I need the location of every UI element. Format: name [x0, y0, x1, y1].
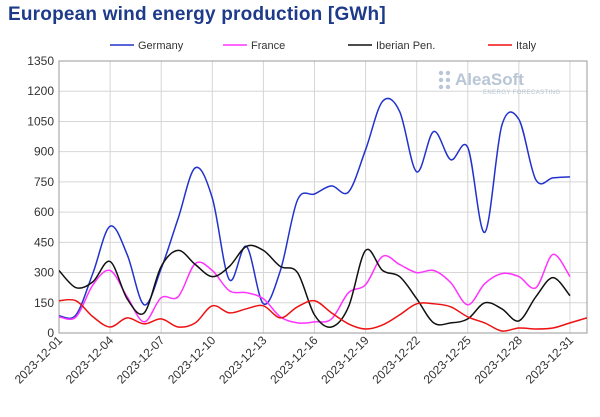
legend-label-france: France	[251, 40, 285, 52]
y-tick-label: 150	[34, 296, 54, 310]
y-axis: 0 150 300 450 600 750 900 1050 1200 1350	[27, 54, 54, 340]
y-tick-label: 1050	[27, 114, 54, 128]
y-tick-label: 300	[34, 266, 54, 280]
series-line-iberian-pen	[59, 244, 571, 328]
x-tick-label: 2023-12-13	[216, 333, 270, 387]
watermark-subtitle: ENERGY FORECASTING	[483, 90, 560, 96]
legend: Germany France Iberian Pen. Italy	[110, 40, 537, 52]
legend-label-italy: Italy	[516, 40, 537, 52]
aleasoft-watermark: AleaSoft ENERGY FORECASTING	[438, 70, 560, 96]
y-tick-label: 750	[34, 175, 54, 189]
legend-label-germany: Germany	[138, 40, 184, 52]
x-tick-label: 2023-12-04	[63, 333, 117, 387]
series-line-italy	[59, 298, 587, 332]
x-tick-label: 2023-12-28	[472, 333, 526, 387]
y-tick-label: 900	[34, 145, 54, 159]
aleasoft-logo-icon	[438, 70, 451, 90]
series-line-france	[59, 253, 571, 324]
x-tick-label: 2023-12-10	[165, 333, 219, 387]
watermark-name: AleaSoft	[455, 70, 524, 89]
x-tick-label: 2023-12-01	[12, 333, 66, 387]
series-lines	[59, 97, 587, 332]
y-tick-label: 450	[34, 235, 54, 249]
series-line-germany	[59, 97, 571, 320]
x-tick-label: 2023-12-31	[523, 333, 577, 387]
x-tick-label: 2023-12-25	[421, 333, 475, 387]
y-tick-label: 1350	[27, 54, 54, 68]
x-axis: 2023-12-012023-12-042023-12-072023-12-10…	[12, 333, 577, 387]
x-tick-label: 2023-12-16	[267, 333, 321, 387]
y-tick-label: 600	[34, 205, 54, 219]
legend-label-iberian-pen: Iberian Pen.	[376, 40, 435, 52]
x-tick-label: 2023-12-07	[114, 333, 168, 387]
plot-frame	[58, 60, 588, 334]
y-tick-label: 1200	[27, 84, 54, 98]
x-tick-label: 2023-12-19	[318, 333, 372, 387]
chart-title: European wind energy production [GWh]	[8, 4, 386, 25]
x-tick-label: 2023-12-22	[369, 333, 423, 387]
y-tick-label: 0	[47, 326, 54, 340]
